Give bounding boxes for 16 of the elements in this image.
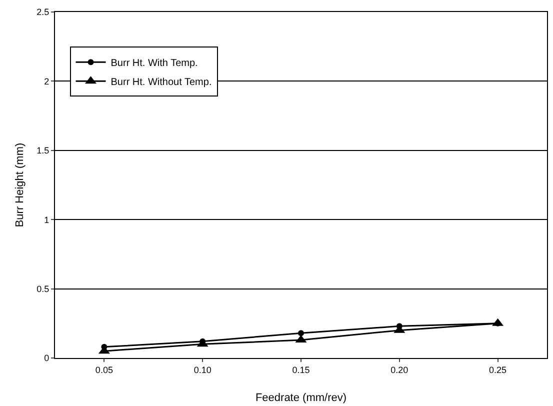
x-tick-label: 0.10 — [194, 364, 212, 375]
legend-label: Burr Ht. With Temp. — [110, 58, 198, 69]
x-tick-label: 0.05 — [95, 364, 113, 375]
x-tick-label: 0.15 — [292, 364, 310, 375]
legend-label: Burr Ht. Without Temp. — [110, 77, 212, 88]
y-tick-label: 0 — [44, 353, 50, 364]
y-tick-label: 2 — [44, 76, 50, 86]
x-tick-label: 0.20 — [390, 364, 408, 375]
y-tick-label: 1.5 — [36, 146, 50, 156]
x-tick-label: 0.25 — [489, 364, 507, 375]
x-axis-title: Feedrate (mm/rev) — [255, 392, 347, 404]
point — [298, 330, 304, 336]
y-axis-title: Burr Height (mm) — [14, 142, 26, 228]
y-tick-label: 0.5 — [36, 284, 50, 294]
y-tick-label: 1 — [44, 214, 50, 225]
y-tick-label: 2.5 — [36, 7, 50, 18]
